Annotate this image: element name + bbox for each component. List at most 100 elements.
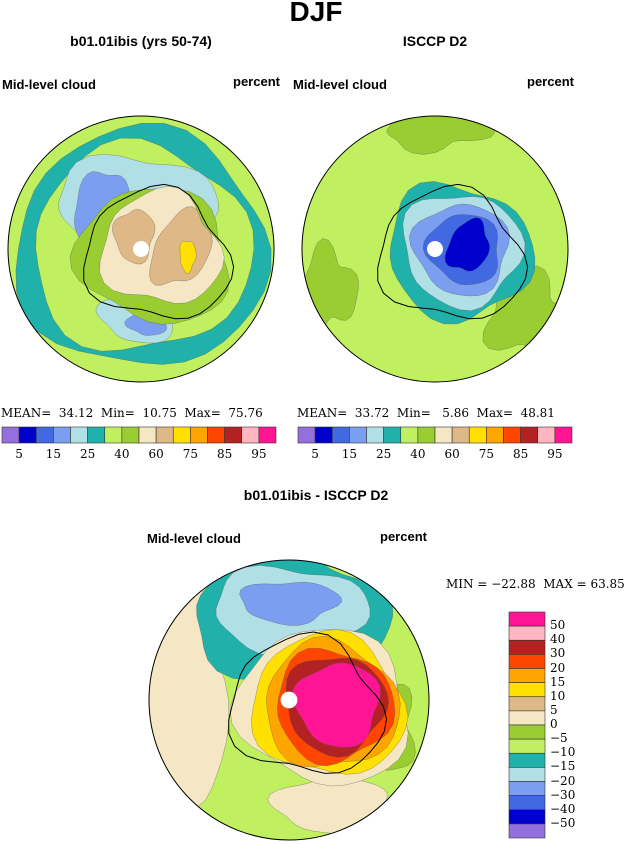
colorbar-model-box — [224, 426, 243, 444]
map-border — [301, 115, 569, 383]
mean-value: 33.72 — [354, 406, 390, 420]
colorbar-isccp-box — [383, 426, 402, 444]
coastline — [228, 631, 388, 774]
colorbar-isccp-box — [503, 426, 521, 444]
colorbar-isccp-label: 25 — [375, 447, 392, 461]
max-label: Max= — [184, 406, 221, 420]
pole-hole — [427, 241, 443, 257]
pole-hole — [280, 691, 298, 709]
colorbar-model-box — [18, 426, 37, 444]
panel3-units: percent — [380, 529, 427, 544]
min-value: MIN = −22.88 — [446, 577, 536, 591]
colorbar-model-box — [53, 426, 71, 444]
colorbar-diff-box — [508, 668, 546, 683]
min-label: Min= — [100, 406, 135, 420]
colorbar-isccp-label: 5 — [311, 447, 319, 461]
colorbar-diff-label: 40 — [550, 632, 566, 647]
map-border — [7, 115, 275, 383]
colorbar-model-box — [258, 426, 277, 444]
colorbar-isccp-box — [400, 426, 419, 444]
colorbar-diff-label: −5 — [550, 731, 568, 746]
colorbar-diff-box — [508, 724, 546, 740]
panel3-title: b01.01ibis - ISCCP D2 — [243, 487, 389, 503]
colorbar-diff-label: 10 — [550, 688, 566, 703]
mean-label: MEAN= — [297, 406, 348, 420]
colorbar-isccp-box — [468, 426, 487, 444]
colorbar-diff-label: 0 — [550, 717, 558, 731]
colorbar-model-box — [104, 426, 123, 444]
colorbar-diff-label: −40 — [550, 801, 576, 816]
colorbar-model-label: 15 — [45, 447, 62, 461]
colorbar-model-box — [70, 426, 88, 444]
colorbar-isccp-box — [554, 426, 573, 444]
colorbar-diff-box — [508, 795, 546, 811]
colorbar-isccp-label: 85 — [512, 447, 529, 461]
colorbar-model-box — [190, 426, 208, 444]
contour-region — [291, 662, 381, 748]
colorbar-isccp-box — [451, 426, 470, 444]
colorbar-model-label: 40 — [114, 447, 130, 461]
mean-label: MEAN= — [1, 406, 52, 420]
colorbar-model-box — [241, 426, 260, 444]
colorbar-isccp-label: 60 — [444, 447, 460, 461]
panel3-stats: MIN = −22.88 MAX = 63.85 — [446, 577, 625, 591]
colorbar-diff-label: 5 — [550, 702, 558, 717]
colorbar-isccp-box — [331, 426, 350, 444]
colorbar-diff-box — [508, 696, 546, 712]
colorbar-model-label: 5 — [15, 447, 23, 461]
min-value: 10.75 — [142, 406, 177, 420]
colorbar-diff-box — [508, 639, 546, 655]
panel1-units: percent — [233, 74, 280, 89]
colorbar-diff-label: −10 — [550, 745, 576, 760]
colorbar-diff-box — [508, 611, 546, 627]
colorbar-model-box — [207, 426, 225, 444]
colorbar-diff-label: 20 — [550, 660, 566, 675]
colorbar-diff-label: −20 — [550, 773, 576, 788]
panel1-stats: MEAN= 34.12 Min= 10.75 Max= 75.76 — [1, 406, 263, 420]
max-value: 75.76 — [228, 406, 263, 420]
colorbar-diff-box — [508, 682, 546, 698]
colorbar-isccp-box — [314, 426, 333, 444]
colorbar-isccp-box — [297, 426, 316, 444]
colorbar-isccp-box — [366, 426, 384, 444]
colorbar-model-box — [121, 426, 140, 444]
coastline — [377, 183, 529, 320]
colorbar-diff-box — [508, 823, 546, 839]
contour-region — [444, 217, 490, 272]
pole-hole — [133, 241, 149, 257]
colorbar-isccp-label: 15 — [341, 447, 358, 461]
colorbar-isccp-box — [486, 426, 504, 444]
panel2-units: percent — [527, 74, 574, 89]
colorbar-model-label: 60 — [148, 447, 164, 461]
panel3-variable: Mid-level cloud — [147, 531, 241, 546]
colorbar-isccp-label: 95 — [547, 447, 563, 461]
colorbar-isccp-box — [520, 426, 539, 444]
colorbar-diff-box — [508, 738, 546, 754]
colorbar-isccp-box — [349, 426, 367, 444]
panel2-title: ISCCP D2 — [402, 33, 468, 49]
colorbar-isccp-label: 40 — [410, 447, 426, 461]
contour-region — [239, 582, 342, 626]
max-value: 48.81 — [520, 406, 555, 420]
colorbar-diff-box — [508, 654, 546, 669]
colorbar-diff-label: 50 — [550, 618, 566, 633]
colorbar-diff-label: −50 — [550, 815, 576, 830]
colorbar-diff-box — [508, 767, 546, 782]
contour-region — [179, 240, 197, 274]
max-label: Max= — [476, 406, 513, 420]
panel2-stats: MEAN= 33.72 Min= 5.86 Max= 48.81 — [297, 406, 555, 420]
colorbar-model-box — [155, 426, 174, 444]
min-value: 5.86 — [442, 406, 470, 420]
colorbar-isccp-label: 75 — [478, 447, 495, 461]
map-isccp — [301, 115, 569, 383]
colorbar-diff-label: 15 — [550, 674, 566, 689]
colorbar-model-label: 85 — [216, 447, 233, 461]
colorbar-model-box — [35, 426, 54, 444]
panel1-title: b01.01ibis (yrs 50-74) — [70, 33, 212, 49]
colorbar-diff-label: −30 — [550, 787, 576, 802]
colorbar-diff-box — [508, 781, 546, 796]
colorbar-diff-box — [508, 710, 546, 726]
colorbar-diff-box — [508, 809, 546, 825]
colorbar-model-box — [1, 426, 20, 444]
